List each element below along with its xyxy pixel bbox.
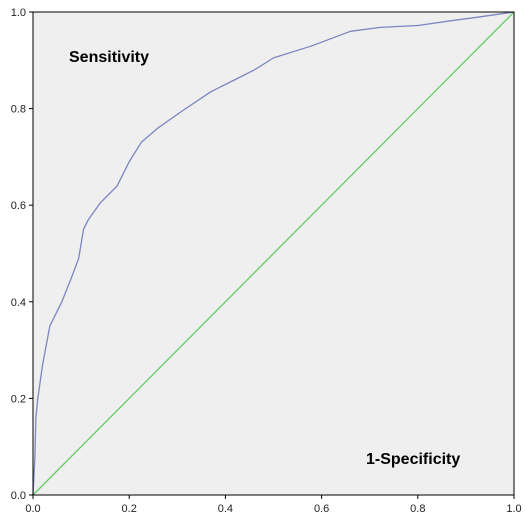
x-tick-label: 0.6 bbox=[314, 503, 329, 515]
y-tick-label: 0.2 bbox=[11, 393, 26, 405]
x-tick-label: 0.8 bbox=[410, 503, 425, 515]
chart-marks bbox=[32, 11, 515, 496]
reference-diagonal-line bbox=[32, 11, 515, 496]
x-tick-label: 0.2 bbox=[122, 503, 137, 515]
x-tick-label: 0.0 bbox=[25, 503, 40, 515]
y-tick-label: 0.6 bbox=[11, 200, 26, 212]
y-tick-label: 1.0 bbox=[11, 7, 26, 19]
plot-frame bbox=[32, 11, 515, 496]
y-tick-label: 0.8 bbox=[11, 104, 26, 116]
annotation-1-specificity: 1-Specificity bbox=[366, 451, 460, 468]
x-tick-label: 0.4 bbox=[218, 503, 233, 515]
y-tick-label: 0.4 bbox=[11, 297, 26, 309]
y-tick-label: 0.0 bbox=[11, 490, 26, 502]
axis-ticks: 0.0 0.2 0.4 0.6 0.8 1.0 0.0 0.2 0.4 0.6 0.8 1.0 bbox=[11, 7, 522, 515]
annotation-sensitivity: Sensitivity bbox=[69, 49, 149, 66]
roc-curve-line bbox=[32, 11, 515, 496]
x-tick-label: 1.0 bbox=[506, 503, 521, 515]
